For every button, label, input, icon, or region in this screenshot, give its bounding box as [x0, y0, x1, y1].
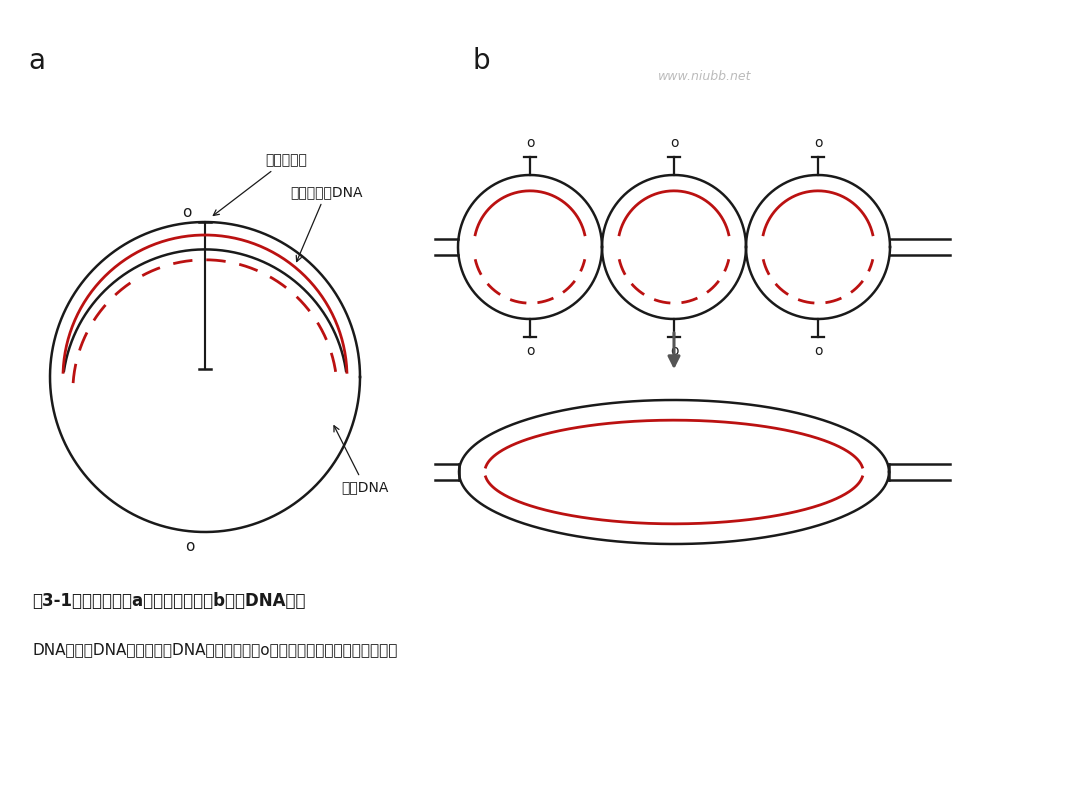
Text: 鵳型DNA: 鵳型DNA [334, 426, 389, 494]
Text: o: o [670, 344, 678, 358]
Text: 合成されたDNA: 合成されたDNA [290, 185, 362, 261]
Text: www.niubb.net: www.niubb.net [659, 71, 752, 83]
Text: o: o [526, 344, 534, 358]
Text: o: o [670, 136, 678, 150]
Text: DNA複製はDNA上の特定のDNA複製開始点（o）から開始し両方向に進行する: DNA複製はDNA上の特定のDNA複製開始点（o）から開始し両方向に進行する [32, 642, 398, 657]
Text: o: o [814, 344, 822, 358]
Text: o: o [185, 539, 195, 554]
Text: b: b [472, 47, 490, 75]
Text: o: o [814, 136, 822, 150]
Text: a: a [28, 47, 45, 75]
Text: 複製開始点: 複製開始点 [214, 153, 307, 216]
Text: o: o [183, 205, 191, 220]
Text: 図3-1　原核細胞（a）と真核細胞（b）のDNA複製: 図3-1 原核細胞（a）と真核細胞（b）のDNA複製 [32, 592, 306, 610]
Text: o: o [526, 136, 534, 150]
